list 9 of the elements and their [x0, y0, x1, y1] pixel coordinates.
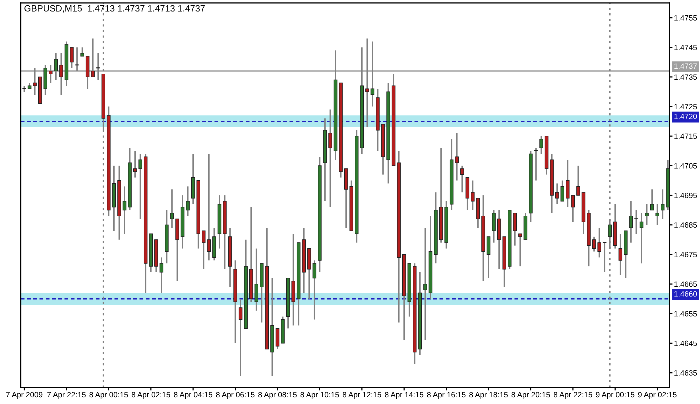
candlestick	[650, 188, 654, 212]
candlestick	[460, 165, 464, 194]
candlestick	[96, 52, 100, 81]
candlestick	[534, 148, 538, 182]
candlestick	[75, 46, 80, 72]
chart-title: GBPUSD,M15 1.4713 1.4737 1.4713 1.4737	[24, 5, 205, 13]
candlestick	[656, 204, 660, 226]
candlestick	[640, 212, 644, 264]
candlestick	[645, 204, 649, 226]
